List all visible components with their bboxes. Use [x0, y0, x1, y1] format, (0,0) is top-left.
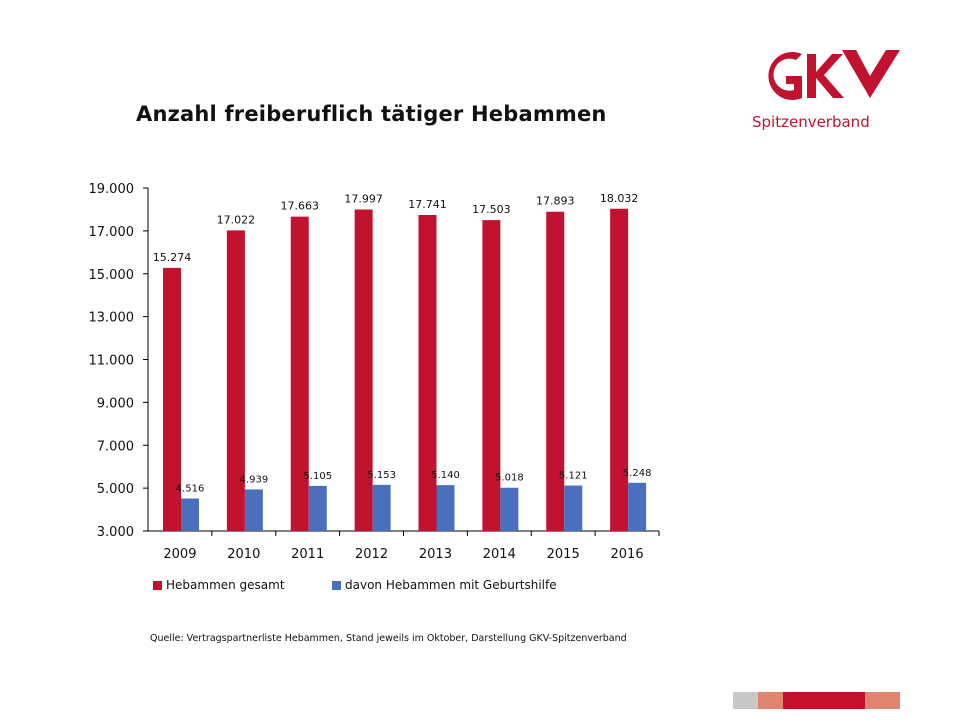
data-label-total: 17.503 [472, 203, 511, 216]
y-tick-label: 15.000 [89, 268, 135, 283]
x-tick-label: 2016 [611, 547, 644, 562]
bar-births [564, 485, 583, 531]
logo-subtitle: Spitzenverband [752, 113, 870, 131]
legend-swatch-blue [332, 580, 341, 590]
bar-births [308, 485, 327, 531]
data-label-total: 17.893 [536, 195, 575, 208]
footer-bar-red [783, 692, 865, 709]
y-tick-label: 17.000 [89, 225, 135, 240]
data-label-total: 17.741 [408, 198, 447, 211]
data-label-total: 17.663 [281, 200, 320, 213]
x-tick-label: 2015 [547, 547, 580, 562]
data-label-births: 5.248 [623, 468, 652, 479]
chart-title: Anzahl freiberuflich tätiger Hebammen [136, 102, 607, 126]
y-tick-label: 9.000 [97, 396, 134, 411]
x-tick-label: 2013 [419, 547, 452, 562]
data-label-births: 5.105 [303, 471, 332, 482]
legend-label-total: Hebammen gesamt [166, 578, 285, 592]
x-tick-label: 2010 [227, 547, 260, 562]
bar-total [610, 208, 629, 531]
bar-births [244, 489, 263, 531]
data-label-births: 5.121 [559, 471, 588, 482]
data-label-total: 18.032 [600, 192, 639, 205]
bar-births [372, 484, 391, 531]
bar-total [226, 230, 245, 531]
source-note: Quelle: Vertragspartnerliste Hebammen, S… [150, 633, 627, 644]
bar-births [500, 487, 519, 531]
y-tick-label: 13.000 [89, 311, 135, 326]
bar-total [163, 267, 181, 531]
data-label-total: 17.022 [217, 213, 256, 226]
bar-births [628, 482, 647, 531]
data-label-births: 5.153 [367, 470, 396, 481]
footer-bar-salmon [758, 692, 783, 709]
bar-total [418, 214, 437, 531]
x-tick-label: 2014 [483, 547, 516, 562]
data-label-births: 4.939 [240, 474, 269, 485]
data-label-total: 15.274 [153, 251, 192, 264]
bar-births [181, 498, 199, 531]
y-tick-label: 7.000 [97, 439, 134, 454]
data-label-births: 5.140 [431, 470, 460, 481]
footer-bar-salmon-2 [865, 692, 900, 709]
x-tick-label: 2009 [163, 547, 196, 562]
bar-total [546, 211, 565, 531]
x-tick-label: 2011 [291, 547, 324, 562]
x-tick-label: 2012 [355, 547, 388, 562]
bar-total [482, 220, 501, 532]
legend-swatch-red [153, 580, 162, 590]
bar-total [354, 209, 373, 531]
data-label-births: 4.516 [176, 484, 205, 495]
legend-label-births: davon Hebammen mit Geburtshilfe [345, 578, 557, 592]
bar-births [436, 485, 455, 531]
y-tick-label: 19.000 [89, 182, 135, 197]
data-label-births: 5.018 [495, 473, 524, 484]
legend-item-births: davon Hebammen mit Geburtshilfe [332, 578, 557, 592]
y-tick-label: 5.000 [97, 482, 134, 497]
bar-total [290, 216, 309, 532]
y-tick-label: 11.000 [89, 354, 135, 369]
y-tick-label: 3.000 [97, 525, 134, 540]
data-label-total: 17.997 [344, 193, 383, 206]
gkv-logo-icon [768, 50, 900, 101]
footer-bar-gray [733, 692, 758, 709]
legend-item-total: Hebammen gesamt [153, 578, 285, 592]
